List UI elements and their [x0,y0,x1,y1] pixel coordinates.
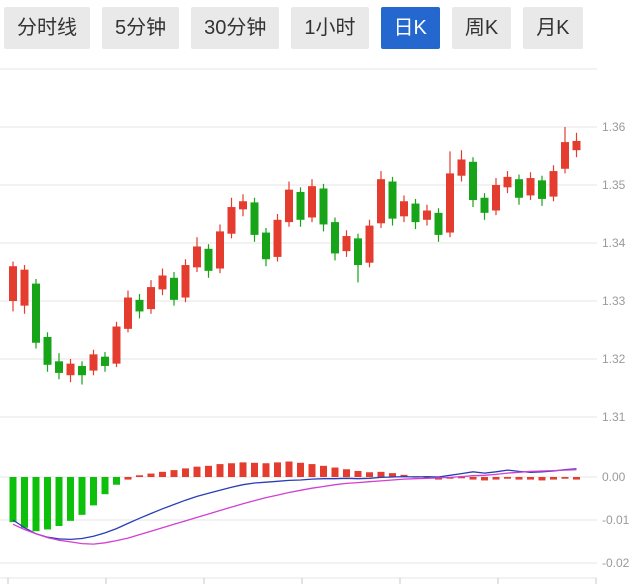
tab-1hour[interactable]: 1小时 [291,7,369,49]
svg-text:1.34: 1.34 [602,236,626,250]
svg-text:1.36: 1.36 [602,120,626,134]
tab-weekly-k[interactable]: 周K [451,7,512,49]
candles-layer [9,127,581,385]
svg-text:1.33: 1.33 [602,294,626,308]
tab-timeline[interactable]: 分时线 [4,7,90,49]
macd-axis-labels: 0.00 -0.01 -0.02 [602,470,630,570]
tab-daily-k[interactable]: 日K [380,7,440,49]
tab-5min[interactable]: 5分钟 [102,7,180,49]
svg-text:0.00: 0.00 [602,470,626,484]
price-axis-labels: 1.36 1.35 1.34 1.33 1.32 1.31 [602,120,626,424]
svg-text:-0.01: -0.01 [602,513,630,527]
svg-text:1.35: 1.35 [602,178,626,192]
tab-30min[interactable]: 30分钟 [191,7,280,49]
svg-text:1.31: 1.31 [602,410,626,424]
timeframe-toolbar: 分时线 5分钟 30分钟 1小时 日K 周K 月K [4,7,583,49]
dea-line [12,469,577,545]
macd-histogram [9,461,580,532]
gridlines [0,68,597,584]
svg-text:-0.02: -0.02 [602,556,630,570]
tab-monthly-k[interactable]: 月K [523,7,583,49]
svg-text:1.32: 1.32 [602,352,626,366]
dif-line [12,468,577,541]
